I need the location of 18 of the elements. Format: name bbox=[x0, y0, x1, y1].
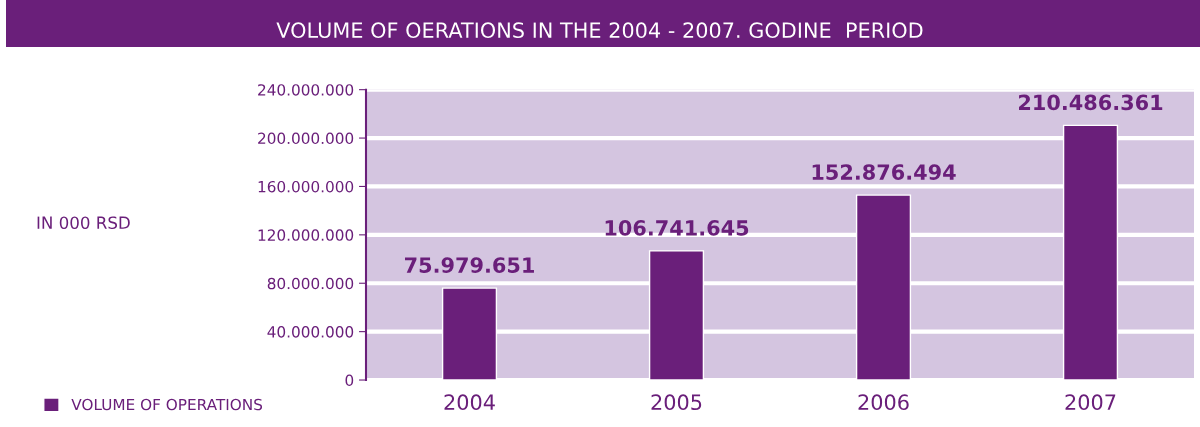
y-tick-label: 120.000.000 bbox=[258, 229, 354, 241]
data-label: 106.741.645 bbox=[605, 219, 749, 236]
text: IN 000 RSD bbox=[37, 216, 130, 230]
y-tick-label: 40.000.000 bbox=[267, 326, 354, 338]
x-tick-label: 2004 bbox=[444, 394, 495, 411]
data-label: 210.486.361 bbox=[1019, 94, 1163, 111]
x-tick-label: 2007 bbox=[1065, 394, 1116, 411]
legend-label: VOLUME OF OPERATIONS bbox=[71, 398, 263, 411]
x-tick-label: 2005 bbox=[651, 394, 702, 411]
y-tick-label: 200.000.000 bbox=[258, 132, 354, 145]
y-tick-label: 240.000.000 bbox=[258, 84, 354, 96]
y-tick-label: 80.000.000 bbox=[267, 277, 354, 290]
x-tick-label: 2006 bbox=[858, 394, 909, 411]
y-tick-label: 160.000.000 bbox=[258, 180, 354, 193]
y-tick-label: 0 bbox=[345, 374, 354, 387]
data-label: 152.876.494 bbox=[812, 164, 956, 180]
chart-title: VOLUME OF OERATIONS IN THE 2004 - 2007. GODINE PERIOD bbox=[276, 22, 923, 39]
data-label: 75.979.651 bbox=[405, 257, 534, 273]
